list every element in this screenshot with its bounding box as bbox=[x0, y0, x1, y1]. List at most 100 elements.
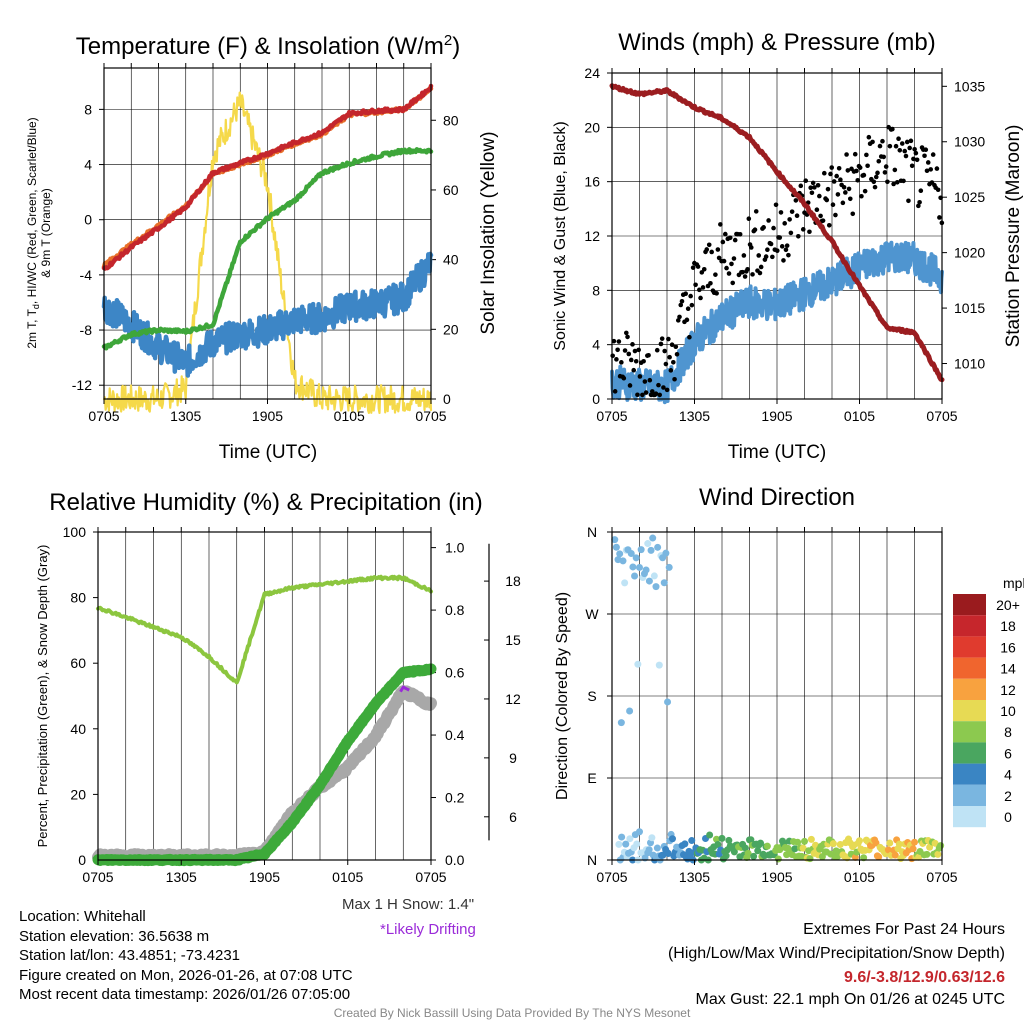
gust-point bbox=[752, 227, 758, 233]
gust-point bbox=[935, 187, 941, 193]
direction-point bbox=[633, 840, 641, 848]
gust-point bbox=[626, 351, 632, 357]
gust-point bbox=[683, 291, 688, 297]
gust-point bbox=[750, 272, 755, 277]
legend-label: 0 bbox=[1004, 809, 1012, 825]
y-tick-label: 0 bbox=[84, 212, 92, 228]
gust-point bbox=[758, 264, 764, 270]
gust-point bbox=[672, 376, 677, 382]
gust-point bbox=[833, 212, 838, 218]
gust-point bbox=[896, 136, 901, 142]
temperature-title: Temperature (F) & Insolation (W/m2) bbox=[76, 32, 460, 60]
direction-point bbox=[934, 850, 942, 858]
direction-point bbox=[836, 841, 844, 849]
direction-point bbox=[662, 549, 670, 557]
gust-point bbox=[830, 202, 836, 208]
gust-point bbox=[770, 254, 775, 260]
gust-point bbox=[845, 168, 851, 173]
direction-point bbox=[829, 840, 837, 848]
gust-point bbox=[809, 190, 815, 196]
gust-point bbox=[742, 274, 748, 279]
direction-tick-label: N bbox=[587, 852, 597, 868]
direction-point bbox=[660, 579, 668, 587]
gust-point bbox=[847, 196, 853, 202]
gust-point bbox=[899, 141, 905, 146]
direction-point bbox=[741, 844, 749, 852]
gust-point bbox=[861, 172, 867, 178]
gust-point bbox=[693, 282, 698, 288]
precip-tick-label: 0.0 bbox=[445, 852, 465, 868]
x-tick-label: 1305 bbox=[679, 408, 710, 424]
gust-point bbox=[865, 163, 870, 169]
gust-point bbox=[911, 156, 916, 162]
direction-point bbox=[791, 845, 799, 853]
gust-point bbox=[761, 225, 766, 230]
direction-point bbox=[645, 846, 653, 854]
gust-point bbox=[646, 352, 651, 358]
x-tick-label: 0105 bbox=[334, 408, 365, 424]
direction-point bbox=[622, 840, 630, 848]
gust-point bbox=[913, 150, 919, 156]
gust-point bbox=[640, 392, 645, 398]
extremes-box: Extremes For Past 24 Hours (High/Low/Max… bbox=[668, 918, 1005, 1009]
gust-point bbox=[843, 190, 848, 195]
gust-point bbox=[925, 160, 931, 165]
direction-point bbox=[763, 842, 771, 850]
gust-point bbox=[721, 258, 727, 264]
gust-point bbox=[917, 199, 922, 205]
gust-point bbox=[632, 348, 638, 354]
drifting-label: *Likely Drifting bbox=[380, 921, 476, 938]
gust-point bbox=[622, 348, 628, 353]
gust-point bbox=[876, 158, 882, 164]
gust-point bbox=[641, 358, 646, 364]
y-right-tick-label: 40 bbox=[443, 252, 459, 268]
legend-title: mph bbox=[1003, 575, 1024, 591]
max-gust-text: Max Gust: 22.1 mph On 01/26 at 0245 UTC bbox=[695, 991, 1006, 1008]
gust-point bbox=[912, 146, 917, 152]
y-tick-label: 12 bbox=[584, 228, 600, 244]
direction-point bbox=[681, 840, 689, 848]
direction-point bbox=[650, 572, 658, 580]
x-tick-label: 0105 bbox=[844, 869, 875, 885]
gust-point bbox=[663, 361, 669, 367]
direction-title: Wind Direction bbox=[699, 484, 855, 511]
direction-point bbox=[915, 853, 923, 861]
gust-point bbox=[778, 210, 784, 215]
gust-point bbox=[715, 247, 721, 252]
gust-point bbox=[864, 152, 869, 158]
x-tick-label: 0705 bbox=[88, 408, 119, 424]
gust-point bbox=[882, 170, 888, 175]
pressure-line bbox=[609, 83, 945, 383]
legend-label: 20+ bbox=[996, 597, 1020, 613]
y-tick-label: 8 bbox=[592, 282, 600, 298]
gust-point bbox=[624, 330, 629, 336]
winds-ylabel: Sonic Wind & Gust (Blue, Black) bbox=[552, 121, 569, 350]
gust-point bbox=[895, 179, 900, 185]
y-tick-label: 16 bbox=[584, 174, 600, 190]
direction-point bbox=[637, 546, 645, 554]
x-tick-label: 1905 bbox=[761, 408, 792, 424]
gust-point bbox=[841, 184, 847, 190]
gust-point bbox=[817, 193, 822, 199]
gust-point bbox=[810, 180, 816, 186]
gust-point bbox=[621, 375, 627, 381]
gust-point bbox=[815, 182, 821, 188]
snow-tick-label: 18 bbox=[505, 573, 521, 589]
precip-tick-label: 0.2 bbox=[445, 790, 465, 806]
x-tick-label: 1305 bbox=[166, 869, 197, 885]
gust-point bbox=[667, 354, 672, 360]
direction-point bbox=[744, 849, 752, 857]
x-tick-label: 1305 bbox=[170, 408, 201, 424]
gust-point bbox=[916, 203, 921, 209]
direction-point bbox=[801, 837, 808, 845]
sonic-wind-line bbox=[610, 240, 944, 405]
legend-label: 16 bbox=[1000, 639, 1016, 655]
gust-point bbox=[814, 207, 820, 213]
gust-point bbox=[789, 209, 795, 214]
gust-point bbox=[825, 186, 831, 192]
gust-point bbox=[659, 336, 665, 341]
gust-point bbox=[688, 293, 693, 299]
direction-point bbox=[612, 543, 620, 551]
gust-point bbox=[731, 256, 737, 261]
